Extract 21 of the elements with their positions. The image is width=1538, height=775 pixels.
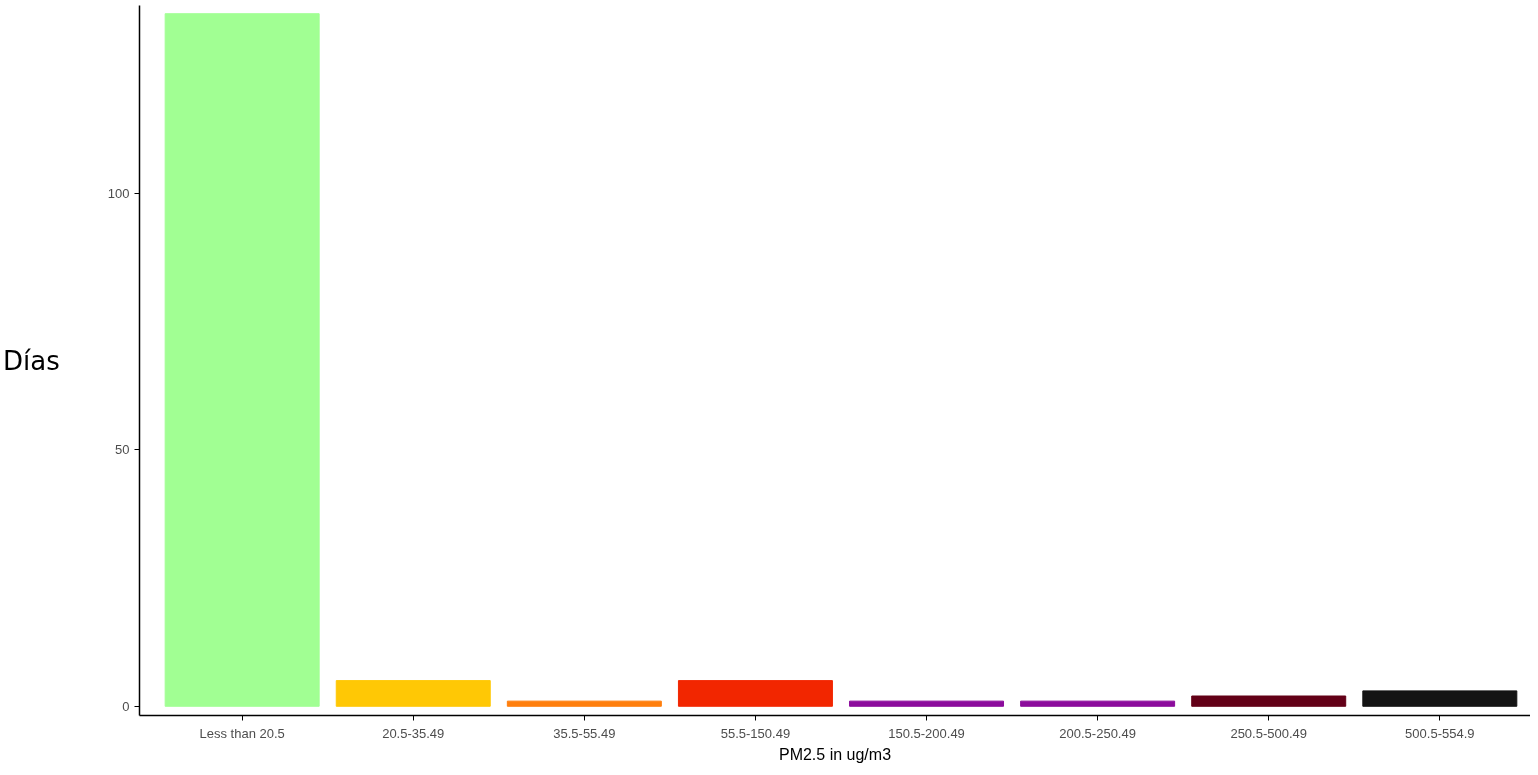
bar — [1362, 690, 1518, 707]
x-tick-label: 35.5-55.49 — [553, 725, 616, 741]
bar — [335, 680, 491, 707]
y-tick-label: 0 — [122, 698, 130, 714]
x-tick-label: 500.5-554.9 — [1405, 725, 1475, 741]
bar — [506, 700, 662, 707]
x-tick-label: Less than 20.5 — [199, 725, 285, 741]
y-tick-label: 50 — [115, 442, 130, 458]
y-axis-title: Días — [3, 345, 60, 376]
x-axis-title: PM2.5 in ug/m3 — [778, 745, 892, 763]
bar — [1191, 695, 1347, 707]
bar — [849, 700, 1005, 707]
x-tick-label: 250.5-500.49 — [1230, 725, 1308, 741]
y-tick-label: 100 — [107, 185, 130, 201]
x-tick-label: 55.5-150.49 — [720, 725, 791, 741]
bar — [677, 680, 833, 707]
bar — [164, 13, 320, 707]
x-tick-label: 20.5-35.49 — [382, 725, 445, 741]
x-tick-label: 150.5-200.49 — [888, 725, 965, 741]
x-tick-label: 200.5-250.49 — [1059, 725, 1136, 741]
bar — [1020, 700, 1176, 707]
